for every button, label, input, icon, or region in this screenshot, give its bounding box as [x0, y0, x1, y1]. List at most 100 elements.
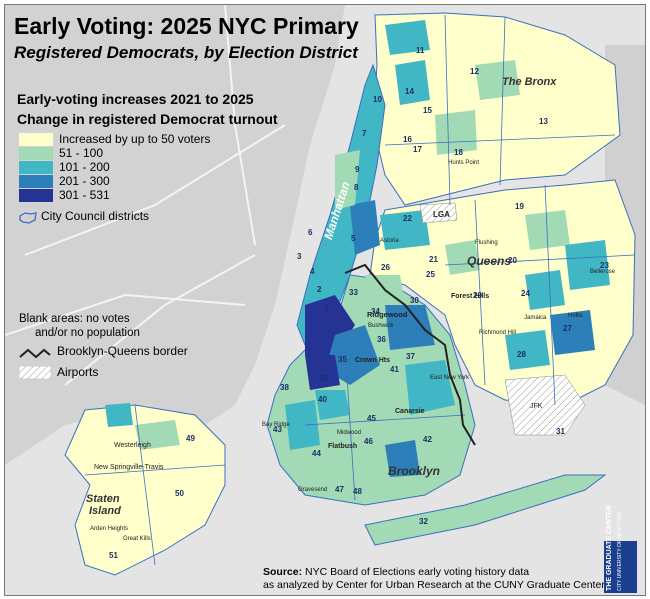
legend-council-districts: City Council districts	[19, 209, 149, 229]
new-jersey-land	[5, 5, 345, 465]
district-number: 47	[335, 485, 344, 494]
legend-swatch	[19, 133, 53, 146]
legend-blank-line-2: and/or no population	[35, 327, 140, 339]
borough-label-queens: Queens	[467, 254, 512, 268]
graduate-center-logo: THE GRADUATE CENTER CITY UNIVERSITY OF N…	[604, 505, 637, 593]
district-number: 37	[406, 352, 415, 361]
place-great-kills: Great Kills	[123, 536, 151, 542]
logo-text-1: THE GRADUATE CENTER	[606, 505, 613, 591]
legend-swatch	[19, 147, 53, 160]
district-number: 49	[186, 434, 195, 443]
rockaway-land	[364, 474, 607, 546]
place-bushwick: Bushwick	[368, 323, 394, 329]
place-new-springville: New Springville-Travis	[94, 464, 164, 471]
district-number: 23	[600, 261, 609, 270]
legend-border-label: Brooklyn-Queens border	[57, 344, 188, 358]
district-number: 29	[473, 291, 482, 300]
district-number: 2	[317, 285, 322, 294]
district-number: 7	[362, 129, 367, 138]
district-number: 28	[517, 350, 526, 359]
place-bellerose: Bellerose	[590, 269, 616, 275]
source-note: Source: NYC Board of Elections early vot…	[263, 566, 607, 592]
district-number: 42	[423, 435, 432, 444]
borough-label-staten-1: Staten	[86, 493, 120, 505]
district-number: 35	[338, 355, 347, 364]
borough-label-brooklyn: Brooklyn	[388, 464, 441, 478]
place-east-new-york: East New York	[430, 375, 470, 381]
map-canvas	[5, 5, 645, 595]
district-number: 20	[508, 256, 517, 265]
district-number: 41	[390, 365, 399, 374]
legend-label: 201 - 300	[59, 174, 110, 188]
border-line-icon	[19, 348, 51, 359]
district-number: 44	[312, 449, 321, 458]
district-number: 26	[381, 263, 390, 272]
district-number: 9	[355, 165, 360, 174]
district-number: 27	[563, 324, 572, 333]
district-number: 39	[319, 374, 328, 383]
district-number: 48	[353, 487, 362, 496]
place-hunts-point: Hunts Point	[448, 160, 480, 166]
legend-label: 101 - 200	[59, 160, 110, 174]
district-number: 24	[521, 289, 530, 298]
legend-council-label: City Council districts	[41, 209, 150, 223]
district-number: 50	[175, 489, 184, 498]
borough-label-staten-2: Island	[89, 505, 121, 517]
staten-island-land	[64, 404, 226, 576]
district-number: 19	[515, 202, 524, 211]
district-number: 34	[371, 307, 380, 316]
district-number: 43	[273, 425, 282, 434]
district-number: 4	[310, 267, 315, 276]
legend-label: 51 - 100	[59, 146, 104, 160]
district-number: 30	[410, 296, 419, 305]
district-number: 45	[367, 414, 376, 423]
district-number: 25	[426, 270, 435, 279]
airport-hatch-icon	[18, 365, 52, 380]
place-canarsie: Canarsie	[395, 408, 425, 415]
place-ridgewood: Ridgewood	[367, 310, 408, 319]
legend-heading-1: Early-voting increases 2021 to 2025	[17, 91, 254, 107]
district-number: 3	[297, 252, 302, 261]
district-number: 8	[354, 183, 359, 192]
district-number: 46	[364, 437, 373, 446]
place-astoria: Astoria	[380, 238, 399, 244]
district-number: 21	[429, 255, 438, 264]
district-number: 17	[413, 145, 422, 154]
district-number: 51	[109, 551, 118, 560]
legend-airports: Airports	[18, 365, 98, 384]
district-number: 5	[351, 234, 356, 243]
district-number: 6	[308, 228, 313, 237]
place-hollis: Hollis	[568, 313, 583, 319]
place-westerleigh: Westerleigh	[114, 442, 151, 449]
logo-text-2: CITY UNIVERSITY OF NEW YORK	[617, 511, 623, 591]
map-title: Early Voting: 2025 NYC Primary	[14, 13, 359, 39]
place-gravesend: Gravesend	[298, 487, 328, 493]
district-number: 15	[423, 106, 432, 115]
place-arden: Arden Heights	[90, 526, 129, 532]
district-number: 36	[377, 335, 386, 344]
place-jamaica: Jamaica	[524, 315, 547, 321]
legend-swatch	[19, 161, 53, 174]
place-forest-hills: Forest Hills	[451, 293, 490, 300]
legend-swatch	[19, 189, 53, 202]
place-lga: LGA	[433, 210, 450, 219]
borough-label-bronx: The Bronx	[502, 76, 557, 88]
district-number: 10	[373, 95, 382, 104]
council-district-icon	[19, 212, 37, 224]
source-line-2: as analyzed by Center for Urban Research…	[263, 579, 608, 591]
legend-label: 301 - 531	[59, 188, 110, 202]
place-midwood: Midwood	[337, 430, 362, 436]
district-number: 32	[419, 517, 428, 526]
council-district-lines	[84, 14, 636, 566]
legend-blank-line-1: Blank areas: no votes	[19, 313, 130, 325]
district-number: 13	[539, 117, 548, 126]
map-frame: Early Voting: 2025 NYC Primary Registere…	[4, 4, 646, 596]
turnout-patches	[105, 20, 610, 477]
source-line-1: NYC Board of Elections early voting hist…	[302, 566, 530, 578]
nj-roads	[5, 5, 286, 386]
map-subtitle: Registered Democrats, by Election Distri…	[14, 43, 358, 62]
district-number: 38	[280, 383, 289, 392]
district-number: 12	[470, 67, 479, 76]
jfk-airport	[504, 374, 586, 436]
district-number: 22	[403, 214, 412, 223]
